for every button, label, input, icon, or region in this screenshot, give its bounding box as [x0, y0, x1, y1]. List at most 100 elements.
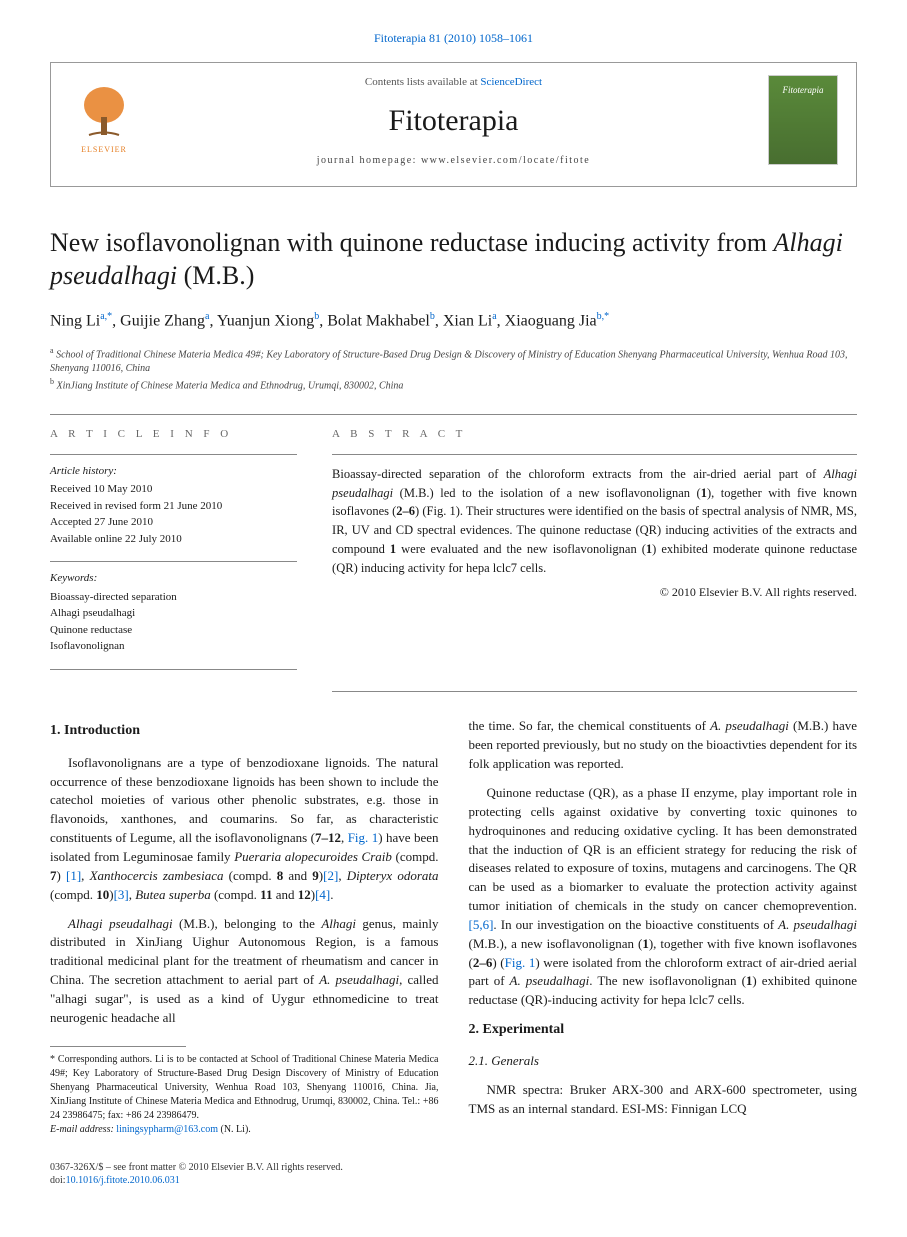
p2-i3: A. pseudalhagi [319, 972, 399, 987]
p1-b7: 12 [298, 887, 311, 902]
p3-ref1[interactable]: [5,6] [469, 917, 494, 932]
p3-fig-link[interactable]: Fig. 1 [505, 955, 536, 970]
email-label: E-mail address: [50, 1124, 116, 1135]
history-received: Received 10 May 2010 [50, 481, 297, 498]
p1-t17: . [330, 887, 333, 902]
footer-copyright: 0367-326X/$ – see front matter © 2010 El… [50, 1161, 857, 1175]
p1-ref4[interactable]: [4] [315, 887, 330, 902]
p3-i2: A. pseudalhagi [510, 973, 590, 988]
article-history: Article history: Received 10 May 2010 Re… [50, 454, 297, 548]
abs-t5: were evaluated and the new isoflavonolig… [396, 542, 646, 556]
article-info-col: A R T I C L E I N F O Article history: R… [50, 427, 297, 693]
email-link[interactable]: liningsypharm@163.com [116, 1124, 218, 1135]
generals-subheading: 2.1. Generals [469, 1052, 858, 1071]
journal-cover: Fitoterapia [768, 75, 838, 165]
title-post: (M.B.) [177, 261, 254, 290]
affiliations: a School of Traditional Chinese Materia … [50, 345, 857, 394]
title-pre: New isoflavonolignan with quinone reduct… [50, 228, 774, 257]
author-6: Xiaoguang Jia [505, 313, 597, 330]
homepage-url[interactable]: www.elsevier.com/locate/fitote [421, 155, 590, 166]
p1-ref3[interactable]: [3] [114, 887, 129, 902]
p2-i4: A. pseudalhagi [710, 718, 789, 733]
corresponding-footnote: * Corresponding authors. Li is to be con… [50, 1053, 439, 1137]
p3-t1: Quinone reductase (QR), as a phase II en… [469, 785, 858, 913]
p1-t4: (compd. [392, 849, 439, 864]
p1-t11: (compd. [50, 887, 96, 902]
history-online: Available online 22 July 2010 [50, 531, 297, 548]
affiliation-b-text: XinJiang Institute of Chinese Materia Me… [57, 381, 404, 392]
info-label: A R T I C L E I N F O [50, 427, 297, 442]
history-heading: Article history: [50, 463, 297, 480]
p3-t3: (M.B.), a new isoflavonolignan ( [469, 936, 643, 951]
p1-t14: (compd. [211, 887, 260, 902]
p1-i2: Xanthocercis zambesiaca [90, 868, 224, 883]
footnote-separator [50, 1046, 186, 1047]
p1-i1: Pueraria alopecuroides Craib [234, 849, 392, 864]
abstract-col: A B S T R A C T Bioassay-directed separa… [332, 427, 857, 693]
contents-line: Contents lists available at ScienceDirec… [154, 75, 753, 90]
corr-email-line: E-mail address: liningsypharm@163.com (N… [50, 1123, 439, 1137]
intro-heading: 1. Introduction [50, 721, 439, 741]
author-4-aff: b [430, 311, 435, 322]
author-5-aff: a [492, 311, 496, 322]
p1-t7: (compd. [223, 868, 276, 883]
author-1-corr: * [107, 311, 112, 322]
body-columns: 1. Introduction Isoflavonolignans are a … [50, 717, 857, 1136]
author-2-aff: a [205, 311, 209, 322]
abs-t1: Bioassay-directed separation of the chlo… [332, 467, 824, 481]
abstract-label: A B S T R A C T [332, 427, 857, 442]
keywords-heading: Keywords: [50, 570, 297, 587]
authors-line: Ning Lia,*, Guijie Zhanga, Yuanjun Xiong… [50, 310, 857, 333]
p1-t2: , [341, 830, 348, 845]
affiliation-a: a School of Traditional Chinese Materia … [50, 345, 857, 376]
keyword-3: Quinone reductase [50, 622, 297, 639]
info-abstract-row: A R T I C L E I N F O Article history: R… [50, 427, 857, 693]
p3-t5: ) ( [492, 955, 504, 970]
p1-ref1[interactable]: [1] [66, 868, 81, 883]
p1-b5: 10 [96, 887, 109, 902]
p2-i2: Alhagi [321, 916, 356, 931]
citation-line: Fitoterapia 81 (2010) 1058–1061 [50, 30, 857, 47]
p3-t7: . The new isoflavonolignan ( [589, 973, 746, 988]
affiliation-a-text: School of Traditional Chinese Materia Me… [50, 349, 847, 374]
affiliation-b: b XinJiang Institute of Chinese Materia … [50, 376, 857, 393]
homepage-prefix: journal homepage: [317, 155, 421, 166]
abs-t2: (M.B.) led to the isolation of a new iso… [393, 486, 701, 500]
author-4: Bolat Makhabel [327, 313, 430, 330]
author-1: Ning Li [50, 313, 100, 330]
p3-t2: . In our investigation on the bioactive … [493, 917, 778, 932]
sciencedirect-link[interactable]: ScienceDirect [480, 76, 542, 88]
body-col-right: the time. So far, the chemical constitue… [469, 717, 858, 1136]
article-title: New isoflavonolignan with quinone reduct… [50, 227, 857, 292]
keyword-4: Isoflavonolignan [50, 638, 297, 655]
p2-t4: the time. So far, the chemical constitue… [469, 718, 711, 733]
contents-prefix: Contents lists available at [365, 76, 480, 88]
publisher-logo: ELSEVIER [69, 75, 139, 155]
doi-link[interactable]: 10.1016/j.fitote.2010.06.031 [66, 1175, 180, 1186]
abs-b2: 2–6 [396, 504, 415, 518]
p3-i1: A. pseudalhagi [778, 917, 857, 932]
info-bottom-rule [50, 669, 297, 670]
footer-doi: doi:10.1016/j.fitote.2010.06.031 [50, 1174, 857, 1188]
p1-ref2[interactable]: [2] [323, 868, 338, 883]
experimental-heading: 2. Experimental [469, 1020, 858, 1040]
history-revised: Received in revised form 21 June 2010 [50, 498, 297, 515]
abstract-bottom-rule [332, 691, 857, 692]
author-3: Yuanjun Xiong [217, 313, 314, 330]
email-who: (N. Li). [218, 1124, 251, 1135]
p1-b1: 7–12 [315, 830, 341, 845]
p1-t15: and [272, 887, 297, 902]
author-3-aff: b [314, 311, 319, 322]
intro-p2-part1: Alhagi pseudalhagi (M.B.), belonging to … [50, 915, 439, 1028]
p2-t1: (M.B.), belonging to the [173, 916, 322, 931]
author-5: Xian Li [443, 313, 492, 330]
keywords-block: Keywords: Bioassay-directed separation A… [50, 561, 297, 655]
intro-p1: Isoflavonolignans are a type of benzodio… [50, 754, 439, 905]
experimental-p1: NMR spectra: Bruker ARX-300 and ARX-600 … [469, 1081, 858, 1119]
history-accepted: Accepted 27 June 2010 [50, 514, 297, 531]
p1-t6: , [81, 868, 89, 883]
publisher-name: ELSEVIER [81, 144, 127, 155]
p1-t8: and [283, 868, 312, 883]
body-col-left: 1. Introduction Isoflavonolignans are a … [50, 717, 439, 1136]
p1-fig-link[interactable]: Fig. 1 [348, 830, 379, 845]
